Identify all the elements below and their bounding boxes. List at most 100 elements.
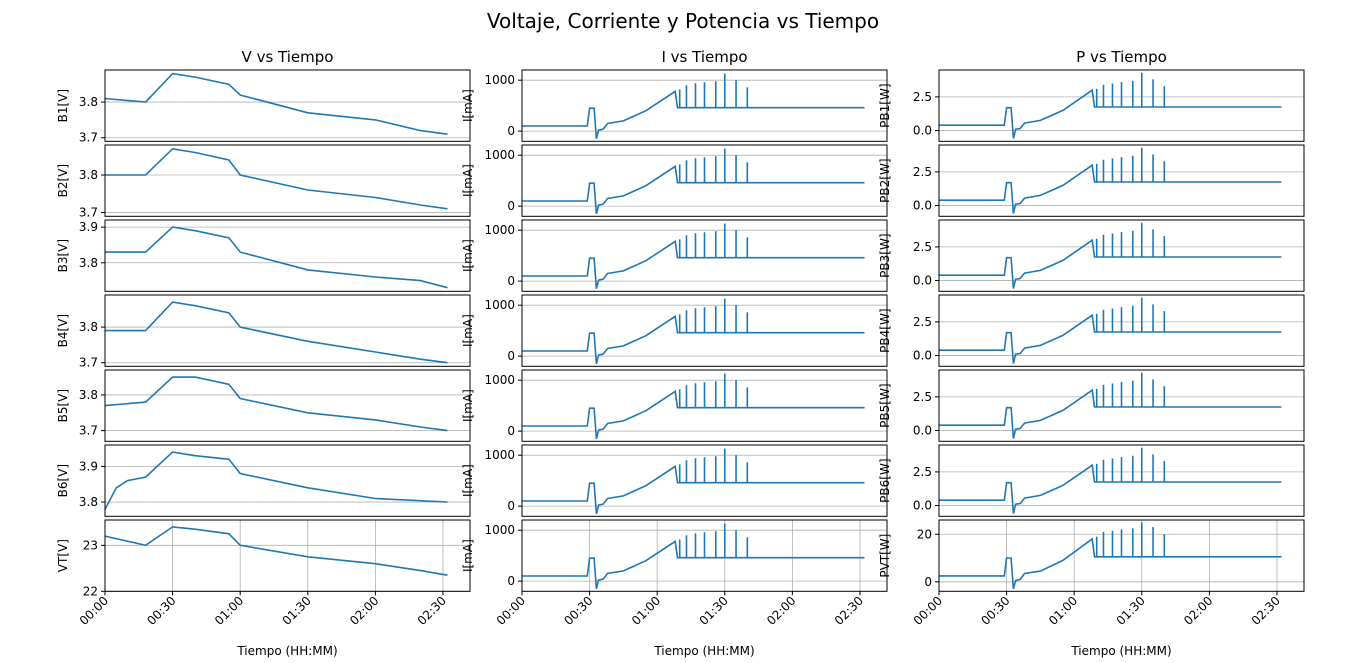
series-line [104, 451, 448, 510]
y-tick-label: 2.5 [913, 465, 932, 479]
x-axis-label: Tiempo (HH:MM) [236, 644, 337, 658]
subplot-P-B4: 0.0 2.5 PB4[W] [878, 294, 1305, 367]
y-tick-label: 0 [507, 499, 515, 513]
y-axis-label: PB5[W] [878, 383, 892, 427]
y-axis-label: PB1[W] [878, 83, 892, 127]
x-tick-label: 01:00 [629, 594, 663, 628]
x-axis-label: Tiempo (HH:MM) [1070, 644, 1171, 658]
subplot-P-B3: 0.0 2.5 PB3[W] [878, 219, 1305, 292]
series-line [939, 388, 1282, 439]
y-tick-label: 0.0 [913, 499, 932, 513]
y-axis-label: VT[V] [56, 539, 70, 572]
subplot-P-B5: 0.0 2.5 PB5[W] [878, 369, 1305, 442]
y-tick-label: 1000 [484, 523, 515, 537]
subplot-P-B1: 0.0 2.5 PB1[W] P vs Tiempo [878, 48, 1305, 142]
series-line [939, 537, 1282, 590]
y-tick-label: 3.7 [79, 356, 98, 370]
series-line [105, 147, 448, 210]
y-tick-label: 0.0 [913, 199, 932, 213]
y-tick-label: 3.8 [79, 256, 98, 270]
y-axis-label: PB4[W] [878, 308, 892, 352]
y-axis-label: I[mA] [461, 89, 475, 122]
subplot-V-VT: 22 23 VT[V] 00:00 00:30 01:00 01:30 02:00 02:30 T… [56, 519, 471, 658]
axes-frame [521, 369, 888, 442]
x-tick-label: 00:00 [77, 594, 111, 628]
figure-title: Voltaje, Corriente y Potencia vs Tiempo [487, 9, 879, 33]
y-tick-label: 0 [507, 124, 515, 138]
axes-frame [104, 144, 471, 217]
subplot-title: V vs Tiempo [242, 48, 334, 66]
series-line [939, 313, 1282, 364]
subplot-V-B4: 3.7 3.8 B4[V] [56, 294, 471, 370]
y-tick-label: 23 [83, 538, 98, 552]
panels-group: 3.7 3.8 B1[V] V vs Tiempo 3.7 3.8 B2[V] 3.8 3.9 B… [56, 48, 1305, 658]
series-line [939, 88, 1282, 139]
series-line [522, 240, 865, 289]
axes-frame [938, 144, 1305, 217]
axes-frame [104, 369, 471, 442]
axes-frame [104, 219, 471, 292]
y-tick-label: 1000 [484, 373, 515, 387]
y-tick-label: 0 [924, 575, 932, 589]
y-tick-label: 1000 [484, 448, 515, 462]
y-axis-label: PB3[W] [878, 233, 892, 277]
series-line [522, 390, 865, 439]
series-line [939, 463, 1282, 514]
x-tick-label: 02:30 [415, 594, 449, 628]
y-tick-label: 3.9 [79, 220, 98, 234]
axes-frame [521, 69, 888, 142]
y-tick-label: 2.5 [913, 315, 932, 329]
axes-frame [938, 219, 1305, 292]
y-tick-label: 3.8 [79, 495, 98, 509]
x-tick-label: 02:30 [1249, 594, 1283, 628]
series-line [522, 165, 865, 214]
x-tick-label: 01:30 [697, 594, 731, 628]
y-axis-label: I[mA] [461, 164, 475, 197]
subplot-I-B2: 0 1000 I[mA] [461, 144, 888, 217]
y-tick-label: 0 [507, 274, 515, 288]
y-axis-label: PB6[W] [878, 458, 892, 502]
x-tick-label: 01:30 [280, 594, 314, 628]
subplot-V-B2: 3.7 3.8 B2[V] [56, 144, 471, 220]
y-tick-label: 0 [507, 349, 515, 363]
x-tick-label: 00:30 [561, 594, 595, 628]
y-tick-label: 3.8 [79, 388, 98, 402]
x-tick-label: 01:30 [1114, 594, 1148, 628]
y-tick-label: 22 [83, 584, 98, 598]
y-axis-label: B3[V] [56, 239, 70, 272]
axes-frame [521, 219, 888, 292]
y-axis-label: PVT[W] [878, 534, 892, 578]
subplot-V-B1: 3.7 3.8 B1[V] V vs Tiempo [56, 48, 471, 145]
series-line [939, 238, 1282, 289]
y-tick-label: 0.0 [913, 424, 932, 438]
y-tick-label: 3.8 [79, 168, 98, 182]
y-tick-label: 3.8 [79, 95, 98, 109]
axes-frame [521, 444, 888, 517]
subplot-I-B5: 0 1000 I[mA] [461, 369, 888, 442]
y-tick-label: 2.5 [913, 390, 932, 404]
y-tick-label: 3.7 [79, 206, 98, 220]
series-line [105, 301, 448, 364]
series-line [105, 226, 448, 289]
x-tick-label: 02:30 [832, 594, 866, 628]
subplot-title: P vs Tiempo [1076, 48, 1167, 66]
y-tick-label: 3.9 [79, 459, 98, 473]
y-axis-label: B6[V] [56, 464, 70, 497]
series-line [104, 376, 448, 432]
y-tick-label: 0.0 [913, 349, 932, 363]
y-tick-label: 2.5 [913, 240, 932, 254]
axes-frame [104, 519, 471, 592]
subplot-I-B3: 0 1000 I[mA] [461, 219, 888, 292]
subplot-I-B4: 0 1000 I[mA] [461, 294, 888, 367]
series-line [104, 526, 448, 576]
x-tick-label: 02:00 [1181, 594, 1215, 628]
x-tick-label: 00:00 [494, 594, 528, 628]
axes-frame [938, 519, 1305, 592]
axes-frame [938, 444, 1305, 517]
series-line [939, 163, 1282, 214]
x-tick-label: 00:30 [978, 594, 1012, 628]
axes-frame [521, 294, 888, 367]
x-axis-label: Tiempo (HH:MM) [653, 644, 754, 658]
x-tick-label: 02:00 [764, 594, 798, 628]
y-tick-label: 0.0 [913, 124, 932, 138]
